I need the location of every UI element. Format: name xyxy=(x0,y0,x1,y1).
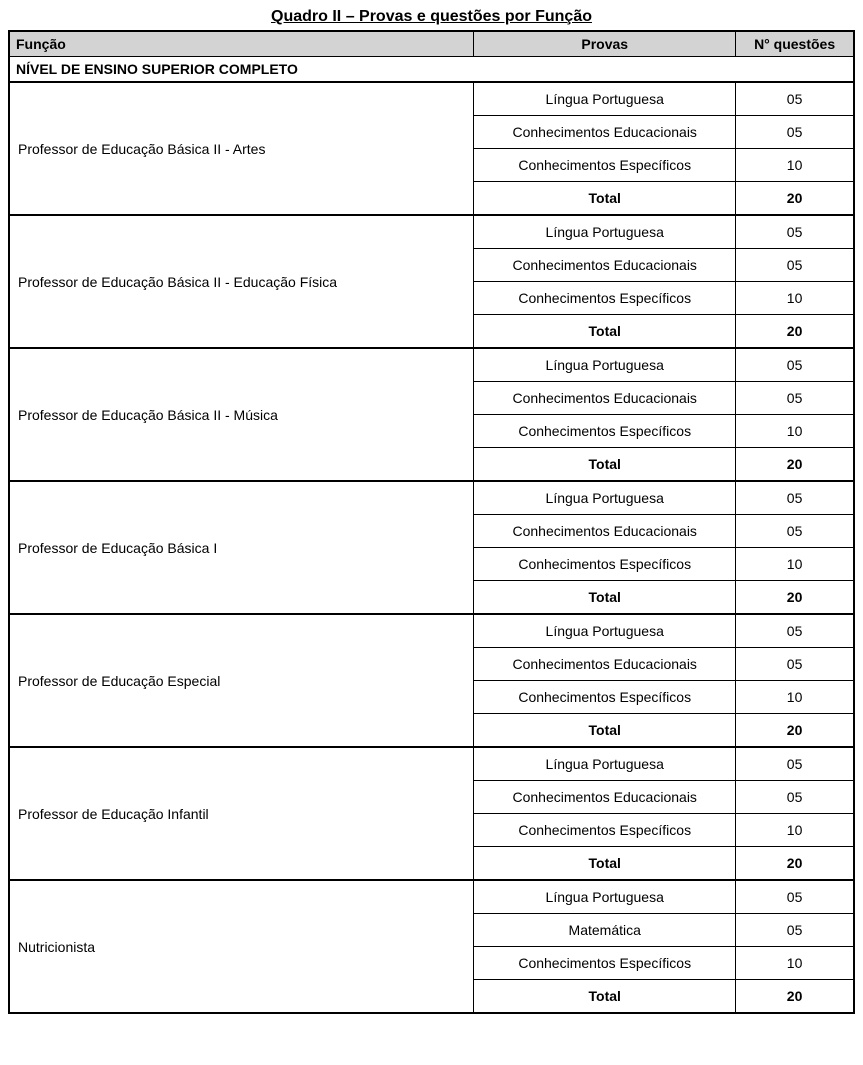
cell-qtd: 10 xyxy=(736,947,854,980)
cell-prova: Língua Portuguesa xyxy=(474,348,736,382)
cell-qtd: 05 xyxy=(736,880,854,914)
cell-qtd: 05 xyxy=(736,648,854,681)
provas-table: Função Provas N° questões NÍVEL DE ENSIN… xyxy=(8,30,855,1014)
cell-total-value: 20 xyxy=(736,581,854,615)
cell-prova: Conhecimentos Específicos xyxy=(474,814,736,847)
cell-total-label: Total xyxy=(474,980,736,1014)
table-title: Quadro II – Provas e questões por Função xyxy=(8,8,855,26)
cell-funcao: Nutricionista xyxy=(9,880,474,1013)
cell-prova: Língua Portuguesa xyxy=(474,481,736,515)
cell-total-value: 20 xyxy=(736,980,854,1014)
cell-funcao: Professor de Educação Básica II - Música xyxy=(9,348,474,481)
cell-qtd: 05 xyxy=(736,747,854,781)
cell-qtd: 05 xyxy=(736,481,854,515)
cell-total-label: Total xyxy=(474,847,736,881)
cell-total-label: Total xyxy=(474,182,736,216)
cell-qtd: 05 xyxy=(736,781,854,814)
cell-prova: Conhecimentos Educacionais xyxy=(474,648,736,681)
cell-prova: Matemática xyxy=(474,914,736,947)
cell-prova: Língua Portuguesa xyxy=(474,614,736,648)
cell-prova: Conhecimentos Específicos xyxy=(474,282,736,315)
table-body: NÍVEL DE ENSINO SUPERIOR COMPLETOProfess… xyxy=(9,57,854,1014)
cell-qtd: 05 xyxy=(736,348,854,382)
cell-total-label: Total xyxy=(474,714,736,748)
cell-prova: Conhecimentos Educacionais xyxy=(474,781,736,814)
table-header-row: Função Provas N° questões xyxy=(9,31,854,57)
cell-prova: Língua Portuguesa xyxy=(474,747,736,781)
table-row: NutricionistaLíngua Portuguesa05 xyxy=(9,880,854,914)
cell-total-value: 20 xyxy=(736,847,854,881)
cell-prova: Conhecimentos Educacionais xyxy=(474,515,736,548)
cell-qtd: 05 xyxy=(736,614,854,648)
cell-total-value: 20 xyxy=(736,315,854,349)
cell-funcao: Professor de Educação Infantil xyxy=(9,747,474,880)
cell-funcao: Professor de Educação Básica II - Artes xyxy=(9,82,474,215)
cell-funcao: Professor de Educação Básica II - Educaç… xyxy=(9,215,474,348)
table-row: Professor de Educação InfantilLíngua Por… xyxy=(9,747,854,781)
section-row: NÍVEL DE ENSINO SUPERIOR COMPLETO xyxy=(9,57,854,83)
cell-qtd: 10 xyxy=(736,814,854,847)
cell-total-value: 20 xyxy=(736,448,854,482)
cell-qtd: 10 xyxy=(736,282,854,315)
cell-total-label: Total xyxy=(474,448,736,482)
table-row: Professor de Educação Básica II - Educaç… xyxy=(9,215,854,249)
cell-qtd: 10 xyxy=(736,681,854,714)
cell-prova: Conhecimentos Específicos xyxy=(474,149,736,182)
cell-prova: Língua Portuguesa xyxy=(474,880,736,914)
cell-qtd: 05 xyxy=(736,382,854,415)
cell-total-value: 20 xyxy=(736,182,854,216)
col-header-funcao: Função xyxy=(9,31,474,57)
cell-total-label: Total xyxy=(474,315,736,349)
cell-prova: Conhecimentos Educacionais xyxy=(474,249,736,282)
table-row: Professor de Educação Básica II - Música… xyxy=(9,348,854,382)
cell-qtd: 10 xyxy=(736,548,854,581)
cell-funcao: Professor de Educação Especial xyxy=(9,614,474,747)
cell-prova: Conhecimentos Educacionais xyxy=(474,116,736,149)
cell-qtd: 10 xyxy=(736,149,854,182)
cell-total-value: 20 xyxy=(736,714,854,748)
section-header: NÍVEL DE ENSINO SUPERIOR COMPLETO xyxy=(9,57,854,83)
table-row: Professor de Educação EspecialLíngua Por… xyxy=(9,614,854,648)
cell-qtd: 05 xyxy=(736,515,854,548)
cell-prova: Conhecimentos Educacionais xyxy=(474,382,736,415)
cell-prova: Língua Portuguesa xyxy=(474,215,736,249)
cell-qtd: 05 xyxy=(736,215,854,249)
col-header-provas: Provas xyxy=(474,31,736,57)
col-header-questoes: N° questões xyxy=(736,31,854,57)
cell-qtd: 05 xyxy=(736,116,854,149)
cell-qtd: 05 xyxy=(736,249,854,282)
table-row: Professor de Educação Básica II - ArtesL… xyxy=(9,82,854,116)
cell-qtd: 10 xyxy=(736,415,854,448)
table-row: Professor de Educação Básica ILíngua Por… xyxy=(9,481,854,515)
cell-funcao: Professor de Educação Básica I xyxy=(9,481,474,614)
cell-total-label: Total xyxy=(474,581,736,615)
cell-qtd: 05 xyxy=(736,82,854,116)
cell-prova: Conhecimentos Específicos xyxy=(474,681,736,714)
cell-prova: Conhecimentos Específicos xyxy=(474,415,736,448)
cell-prova: Língua Portuguesa xyxy=(474,82,736,116)
cell-prova: Conhecimentos Específicos xyxy=(474,947,736,980)
cell-prova: Conhecimentos Específicos xyxy=(474,548,736,581)
cell-qtd: 05 xyxy=(736,914,854,947)
